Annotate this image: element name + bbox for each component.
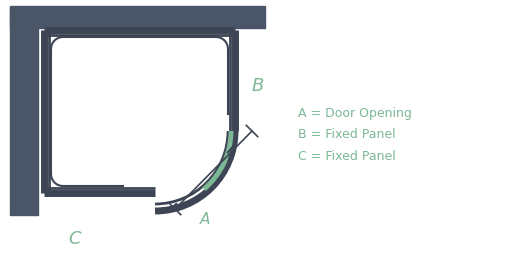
Text: A: A [200,211,210,227]
Bar [10,6,265,28]
Bar [10,8,38,215]
Text: B: B [252,77,265,95]
Text: C: C [69,230,81,248]
Text: C = Fixed Panel: C = Fixed Panel [298,151,396,163]
Text: B = Fixed Panel: B = Fixed Panel [298,128,396,141]
Text: A = Door Opening: A = Door Opening [298,106,412,120]
